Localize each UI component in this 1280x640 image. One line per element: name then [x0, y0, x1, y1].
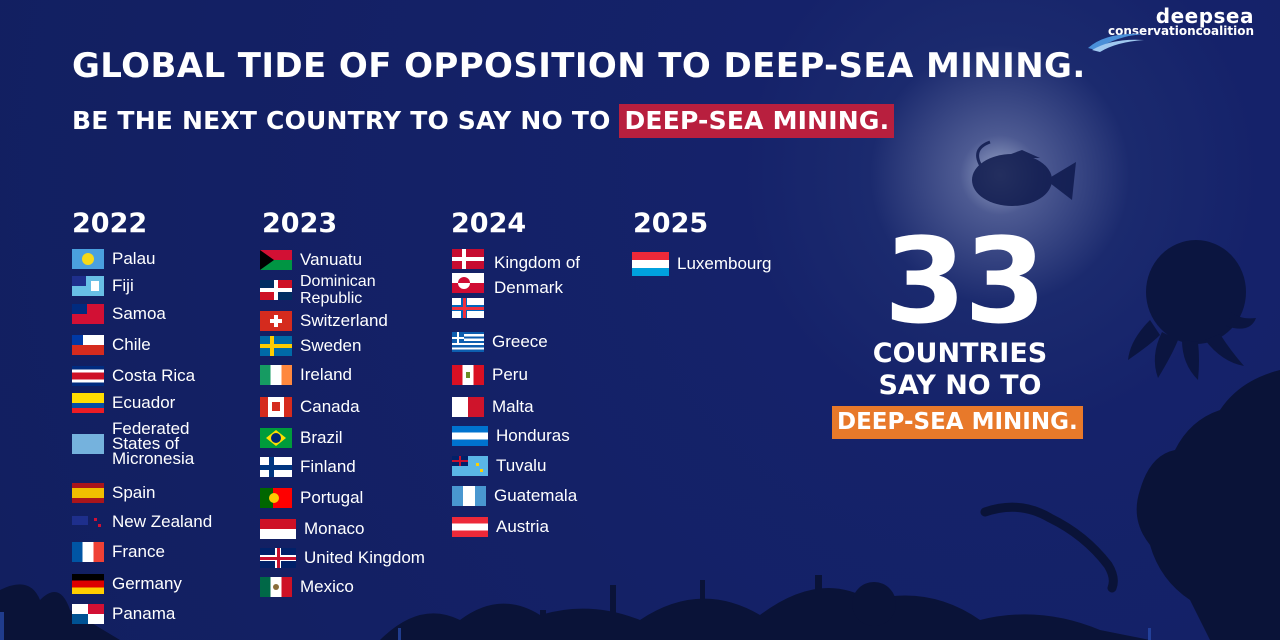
country-item: Germany — [72, 574, 182, 594]
flag-dominican-republic-icon — [260, 280, 292, 300]
flag-faroe-islands-icon — [452, 298, 484, 318]
country-item: Ireland — [260, 365, 352, 385]
logo-text-top: deepsea — [1155, 4, 1254, 28]
country-item: Samoa — [72, 304, 166, 324]
country-item: Greece — [452, 332, 548, 352]
year-heading-2025: 2025 — [633, 208, 709, 239]
country-item: Canada — [260, 397, 360, 417]
country-item: Portugal — [260, 488, 363, 508]
country-item: France — [72, 542, 165, 562]
country-item: Chile — [72, 335, 151, 355]
flag-peru-icon — [452, 365, 484, 385]
country-item: Finland — [260, 457, 356, 477]
country-item: Brazil — [260, 428, 343, 448]
flag-denmark-icon — [452, 249, 484, 269]
flag-samoa-icon — [72, 304, 104, 324]
headline: GLOBAL TIDE OF OPPOSITION TO DEEP-SEA MI… — [72, 46, 1086, 86]
countries-count: 33 — [884, 212, 1046, 350]
country-item: Kingdom of Denmark — [494, 253, 580, 297]
flag-united-kingdom-icon — [260, 548, 296, 568]
country-item: Honduras — [452, 426, 570, 446]
flag-brazil-icon — [260, 428, 292, 448]
country-item: Costa Rica — [72, 366, 195, 386]
country-item: Sweden — [260, 336, 361, 356]
flag-greenland-icon — [452, 273, 484, 293]
country-item: Fiji — [72, 276, 134, 296]
flag-chile-icon — [72, 335, 104, 355]
flag-luxembourg-icon — [632, 252, 669, 276]
flag-costa-rica-icon — [72, 366, 104, 386]
octopus-silhouette — [1128, 240, 1256, 380]
country-item: Switzerland — [260, 311, 388, 331]
flag-tuvalu-icon — [452, 456, 488, 476]
flag-palau-icon — [72, 249, 104, 269]
flag-france-icon — [72, 542, 104, 562]
year-heading-2024: 2024 — [451, 208, 527, 239]
flag-portugal-icon — [260, 488, 292, 508]
flag-mexico-icon — [260, 577, 292, 597]
country-item: Guatemala — [452, 486, 577, 506]
stat-caption: COUNTRIES SAY NO TO — [846, 338, 1074, 402]
year-heading-2023: 2023 — [262, 208, 338, 239]
country-item: Austria — [452, 517, 549, 537]
country-item: Luxembourg — [632, 252, 772, 276]
flag-greece-icon — [452, 332, 484, 352]
flag-ecuador-icon — [72, 393, 104, 413]
flag-finland-icon — [260, 457, 292, 477]
country-item: Spain — [72, 483, 155, 503]
country-item: Malta — [452, 397, 534, 417]
country-item: Panama — [72, 604, 175, 624]
flag-austria-icon — [452, 517, 488, 537]
country-item: Vanuatu — [260, 250, 362, 270]
anglerfish-silhouette — [972, 140, 1076, 206]
flag-honduras-icon — [452, 426, 488, 446]
flag-spain-icon — [72, 483, 104, 503]
country-item: Palau — [72, 249, 155, 269]
country-item: Federated States of Micronesia — [72, 420, 222, 467]
country-item: United Kingdom — [260, 548, 425, 568]
logo-text-bottom: conservationcoalition — [1108, 24, 1254, 38]
deepsea-logo: deepsea conservationcoalition — [1088, 4, 1254, 52]
country-item: Peru — [452, 365, 528, 385]
country-item: Tuvalu — [452, 456, 546, 476]
flag-monaco-icon — [260, 519, 296, 539]
stat-line-2: SAY NO TO — [878, 370, 1042, 401]
flag-guatemala-icon — [452, 486, 486, 506]
year-heading-2022: 2022 — [72, 208, 148, 239]
eel-silhouette — [980, 502, 1118, 593]
country-item: Monaco — [260, 519, 364, 539]
flag-canada-icon — [260, 397, 292, 417]
flag-germany-icon — [72, 574, 104, 594]
wave-icon — [1088, 33, 1145, 52]
flag-ireland-icon — [260, 365, 292, 385]
country-item: New Zealand — [72, 512, 212, 532]
flag-new-zealand-icon — [72, 512, 104, 532]
subheadline-text: BE THE NEXT COUNTRY TO SAY NO TO — [72, 106, 620, 135]
subheadline-highlight: DEEP-SEA MINING. — [619, 104, 895, 138]
seabed-silhouette — [0, 584, 120, 640]
flag-panama-icon — [72, 604, 104, 624]
flag-malta-icon — [452, 397, 484, 417]
subheadline: BE THE NEXT COUNTRY TO SAY NO TO DEEP-SE… — [72, 104, 895, 138]
flag-fiji-icon — [72, 276, 104, 296]
stat-line-1: COUNTRIES — [872, 338, 1048, 369]
country-item: Ecuador — [72, 393, 175, 413]
country-item: Mexico — [260, 577, 354, 597]
flag-micronesia-icon — [72, 433, 104, 454]
country-item: Dominican Republic — [260, 273, 410, 307]
flag-vanuatu-icon — [260, 250, 292, 270]
stat-highlight: DEEP-SEA MINING. — [832, 406, 1083, 439]
flag-sweden-icon — [260, 336, 292, 356]
reef-right-silhouette — [1136, 370, 1280, 640]
flag-switzerland-icon — [260, 311, 292, 331]
